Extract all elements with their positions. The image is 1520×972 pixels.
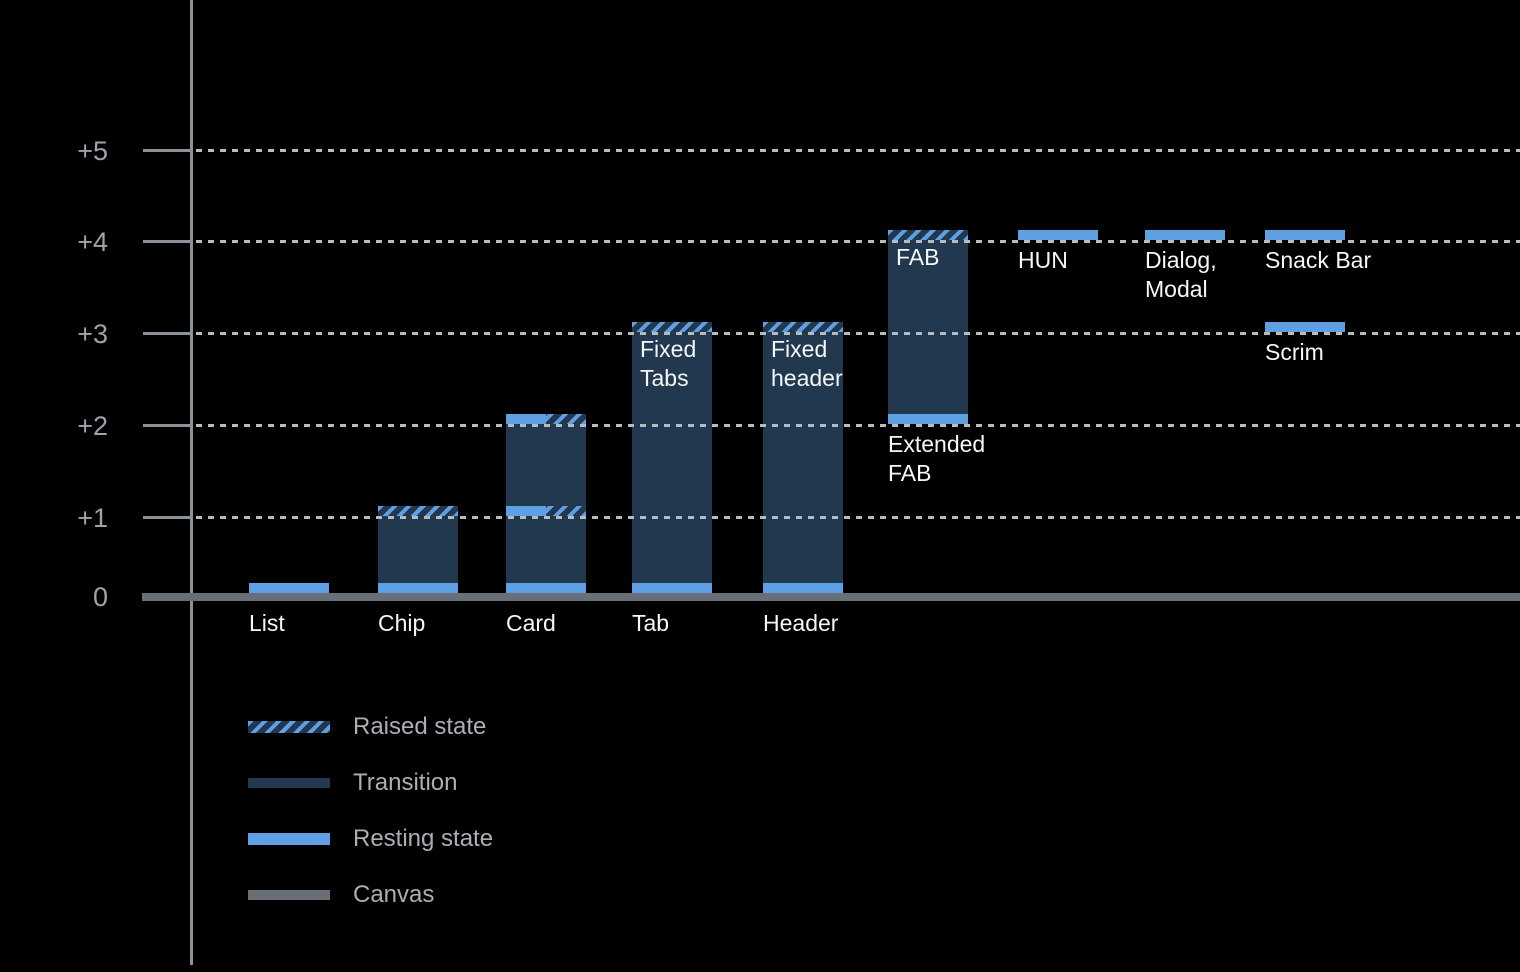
legend-item-canvas: Canvas xyxy=(248,867,648,923)
resting-segment-chip xyxy=(378,583,458,593)
legend-swatch-transition-icon xyxy=(248,778,330,788)
raised-segment-header xyxy=(763,322,843,332)
axis-label-chip: Chip xyxy=(378,610,426,636)
y-axis-label-4: +4 xyxy=(77,227,108,257)
legend-label-raised: Raised state xyxy=(353,713,487,740)
raised-segment-chip xyxy=(378,506,458,516)
raised-segment-fab xyxy=(888,230,968,240)
legend-item-raised: Raised state xyxy=(248,699,648,755)
overlay-label-fab: FAB xyxy=(896,244,940,270)
resting-segment-scrim xyxy=(1265,322,1345,332)
axis-label-header: Header xyxy=(763,610,839,636)
legend-swatch-canvas-icon xyxy=(248,890,330,900)
gridline-4 xyxy=(196,240,1520,243)
y-axis-label-2: +2 xyxy=(77,411,108,441)
legend-label-resting: Resting state xyxy=(353,825,494,852)
overlay-label-header: Fixed header xyxy=(771,336,843,391)
split-segment-card xyxy=(506,506,586,516)
legend-swatch-resting-icon xyxy=(248,833,330,845)
below-label-fab: Extended FAB xyxy=(888,431,986,486)
y-axis-tick-3 xyxy=(143,332,193,335)
legend-swatch-raised-icon xyxy=(248,721,330,733)
resting-segment-hun xyxy=(1018,230,1098,240)
y-axis-tick-1 xyxy=(143,516,193,519)
below-label-snack-bar: Snack Bar xyxy=(1265,247,1372,273)
gridline-3 xyxy=(196,332,1520,335)
resting-segment-tab xyxy=(632,583,712,593)
resting-segment-list xyxy=(249,583,329,593)
legend-label-transition: Transition xyxy=(353,769,458,796)
axis-label-list: List xyxy=(249,610,285,636)
y-axis-label-5: +5 xyxy=(77,136,108,166)
resting-segment-fab xyxy=(888,414,968,424)
gridline-1 xyxy=(196,516,1520,519)
legend-item-transition: Transition xyxy=(248,755,648,811)
y-axis-line xyxy=(190,0,193,965)
y-axis-tick-5 xyxy=(143,149,193,152)
y-axis-label-0: 0 xyxy=(92,582,108,612)
gridline-2 xyxy=(196,424,1520,427)
resting-segment-dialog-modal xyxy=(1145,230,1225,240)
y-axis-label-1: +1 xyxy=(77,503,108,533)
overlay-label-tab: Fixed Tabs xyxy=(640,336,697,391)
split-segment-card xyxy=(506,414,586,424)
resting-segment-header xyxy=(763,583,843,593)
below-label-dialog-modal: Dialog, Modal xyxy=(1145,247,1217,302)
transition-segment-fab xyxy=(888,240,968,414)
y-axis-tick-2 xyxy=(143,424,193,427)
gridline-5 xyxy=(196,149,1520,152)
legend: Raised state Transition Resting state Canva… xyxy=(248,699,648,923)
legend-item-resting: Resting state xyxy=(248,811,648,867)
transition-segment-card xyxy=(506,424,586,506)
axis-label-card: Card xyxy=(506,610,556,636)
y-axis-label-3: +3 xyxy=(77,319,108,349)
resting-segment-card xyxy=(506,583,586,593)
below-label-scrim: Scrim xyxy=(1265,339,1324,365)
transition-segment-tab xyxy=(632,332,712,583)
transition-segment-chip xyxy=(378,516,458,583)
axis-label-tab: Tab xyxy=(632,610,670,636)
canvas-baseline-line xyxy=(142,593,1520,601)
legend-label-canvas: Canvas xyxy=(353,881,435,908)
raised-segment-tab xyxy=(632,322,712,332)
transition-segment-card xyxy=(506,516,586,583)
resting-segment-snack-bar xyxy=(1265,230,1345,240)
y-axis-tick-4 xyxy=(143,240,193,243)
below-label-hun: HUN xyxy=(1018,247,1068,273)
transition-segment-header xyxy=(763,332,843,583)
